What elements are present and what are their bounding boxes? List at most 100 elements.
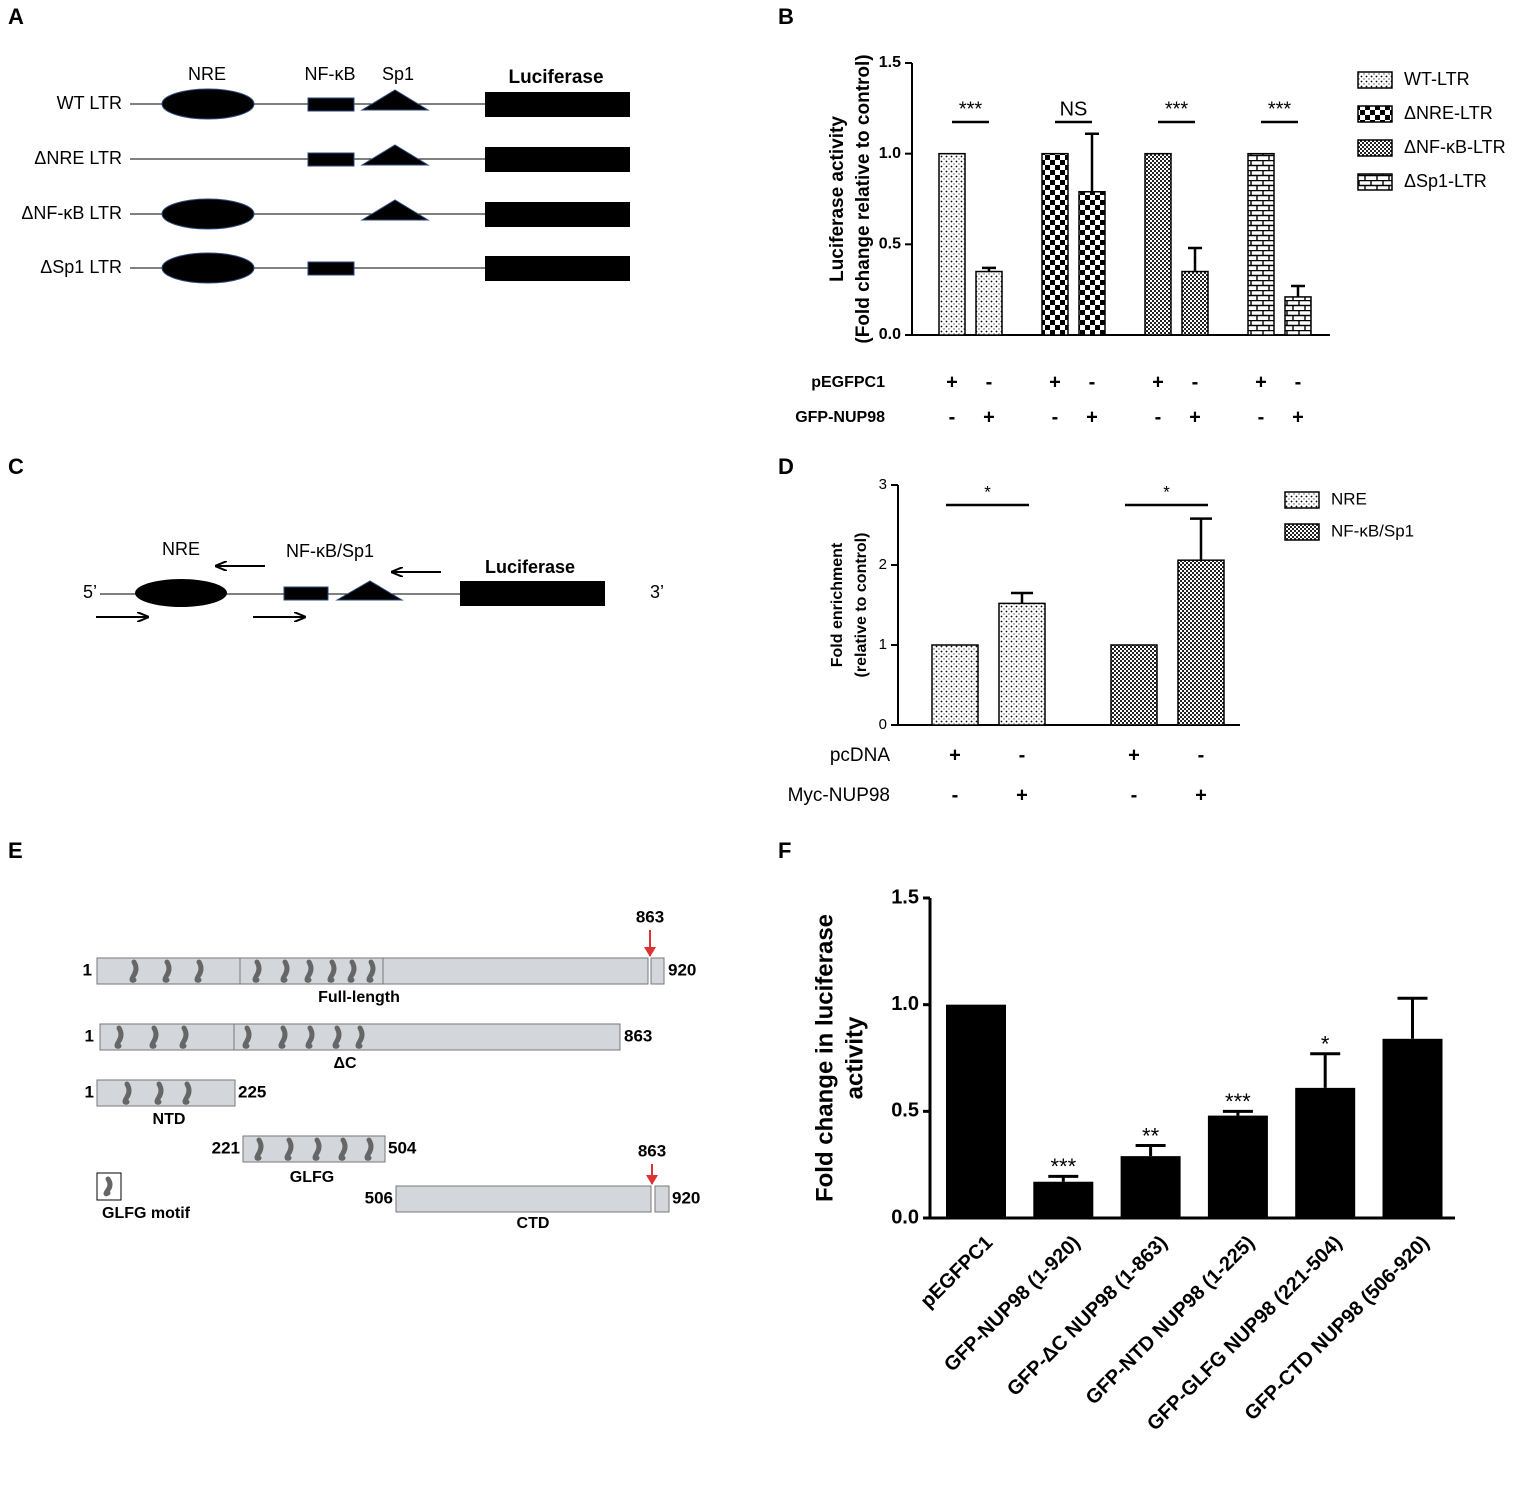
y-tick-label: 1	[879, 636, 887, 653]
y-tick-label: 1.0	[891, 993, 919, 1015]
condition-label: pcDNA	[830, 745, 891, 766]
glfg-motif	[154, 1081, 164, 1105]
protein-segment	[650, 957, 665, 985]
bar	[931, 644, 979, 726]
y-tick-label: 0.0	[891, 1206, 919, 1228]
sp1-element	[360, 144, 430, 166]
residue-end: 920	[672, 1188, 700, 1207]
condition-sign: -	[1258, 406, 1265, 428]
condition-sign: +	[1189, 406, 1201, 428]
luciferase-box	[485, 92, 630, 117]
construct-label: GLFG	[290, 1169, 334, 1186]
y-tick-label: 2	[879, 556, 887, 573]
significance-label: *	[1163, 482, 1170, 501]
y-axis-title: Luciferase activity	[827, 116, 848, 282]
legend-label: NRE	[1331, 489, 1367, 508]
nre-element	[161, 88, 255, 120]
y-tick-label: 0	[879, 716, 887, 733]
sp1-element	[360, 89, 430, 111]
error-bar	[982, 266, 996, 272]
residue-start: 1	[83, 960, 92, 979]
significance-label: ***	[1268, 98, 1292, 120]
panel-label: A	[8, 4, 24, 29]
error-bar	[1291, 284, 1305, 297]
condition-sign: -	[1155, 406, 1162, 428]
error-bar	[1135, 1143, 1166, 1157]
glfg-motif	[129, 959, 139, 983]
construct-label: CTD	[517, 1215, 550, 1232]
nre-element	[161, 198, 255, 230]
bar	[1247, 152, 1275, 336]
legend-label: ΔNRE-LTR	[1404, 103, 1493, 123]
protein-segment	[96, 1079, 236, 1107]
sp1-element	[335, 580, 404, 601]
glfg-motif	[332, 1025, 342, 1049]
bar	[1207, 1115, 1268, 1218]
bar	[1110, 644, 1158, 726]
glfg-motif	[366, 959, 376, 983]
y-axis-title: Fold enrichment	[829, 542, 846, 667]
legend-swatch	[1357, 139, 1393, 157]
residue-start: 221	[212, 1138, 240, 1157]
legend-swatch	[1357, 105, 1393, 123]
condition-sign: -	[1052, 406, 1059, 428]
y-axis-title: (relative to control)	[853, 533, 870, 678]
bar	[1382, 1038, 1443, 1218]
bar	[938, 152, 966, 336]
panel-label: D	[778, 454, 794, 479]
glfg-motif	[162, 959, 172, 983]
glfg-motif	[284, 1137, 294, 1161]
condition-sign: -	[1019, 744, 1026, 766]
significance-label: ***	[1225, 1089, 1251, 1114]
bar	[998, 602, 1046, 726]
condition-sign: +	[1128, 744, 1140, 766]
glfg-motif	[103, 1176, 113, 1197]
residue-end: 225	[238, 1082, 266, 1101]
y-tick-label: 1.5	[891, 886, 919, 908]
condition-label: GFP-NUP98	[795, 409, 885, 426]
x-tick-label: GFP-ΔC NUP98 (1-863)	[1003, 1232, 1172, 1401]
glfg-motif	[179, 1025, 189, 1049]
bar	[975, 270, 1003, 336]
glfg-motif	[254, 1137, 264, 1161]
residue-start: 506	[365, 1188, 393, 1207]
luciferase-box	[485, 147, 630, 172]
bar	[1078, 190, 1106, 336]
y-tick-label: 0.0	[879, 326, 901, 343]
y-axis-title: Fold change in luciferase	[811, 914, 838, 1202]
x-tick-label: pEGFPC1	[916, 1232, 997, 1313]
construct-label: ΔSp1 LTR	[40, 257, 122, 277]
y-tick-label: 1.0	[879, 145, 901, 162]
nfkb-element	[307, 261, 355, 276]
condition-sign: +	[1255, 371, 1267, 393]
residue-end: 920	[668, 960, 696, 979]
element-label: Luciferase	[485, 557, 575, 577]
significance-label: NS	[1060, 98, 1088, 120]
y-tick-label: 3	[879, 476, 887, 493]
condition-sign: +	[949, 744, 961, 766]
element-label: Sp1	[382, 64, 414, 84]
condition-sign: +	[1049, 371, 1061, 393]
condition-sign: +	[1292, 406, 1304, 428]
glfg-motif	[122, 1081, 132, 1105]
bar	[1033, 1181, 1094, 1218]
significance-label: *	[1321, 1032, 1330, 1057]
element-label: Luciferase	[508, 67, 603, 88]
legend-swatch	[1357, 71, 1393, 89]
legend-label: ΔNF-κB-LTR	[1404, 137, 1506, 157]
construct-label: Full-length	[318, 989, 400, 1006]
significance-label: **	[1142, 1123, 1160, 1148]
cleavage-site: 863	[636, 907, 664, 926]
glfg-motif	[364, 1137, 374, 1161]
bar	[1041, 152, 1069, 336]
luciferase-box	[485, 202, 630, 227]
nfkb-element	[307, 97, 355, 112]
condition-sign: +	[1152, 371, 1164, 393]
significance-label: *	[984, 482, 991, 501]
significance-label: ***	[1050, 1154, 1076, 1179]
glfg-motif	[355, 1025, 365, 1049]
construct-label: ΔNF-κB LTR	[21, 203, 122, 223]
legend-swatch	[1284, 523, 1320, 541]
element-label: NRE	[162, 539, 200, 559]
condition-sign: -	[949, 406, 956, 428]
